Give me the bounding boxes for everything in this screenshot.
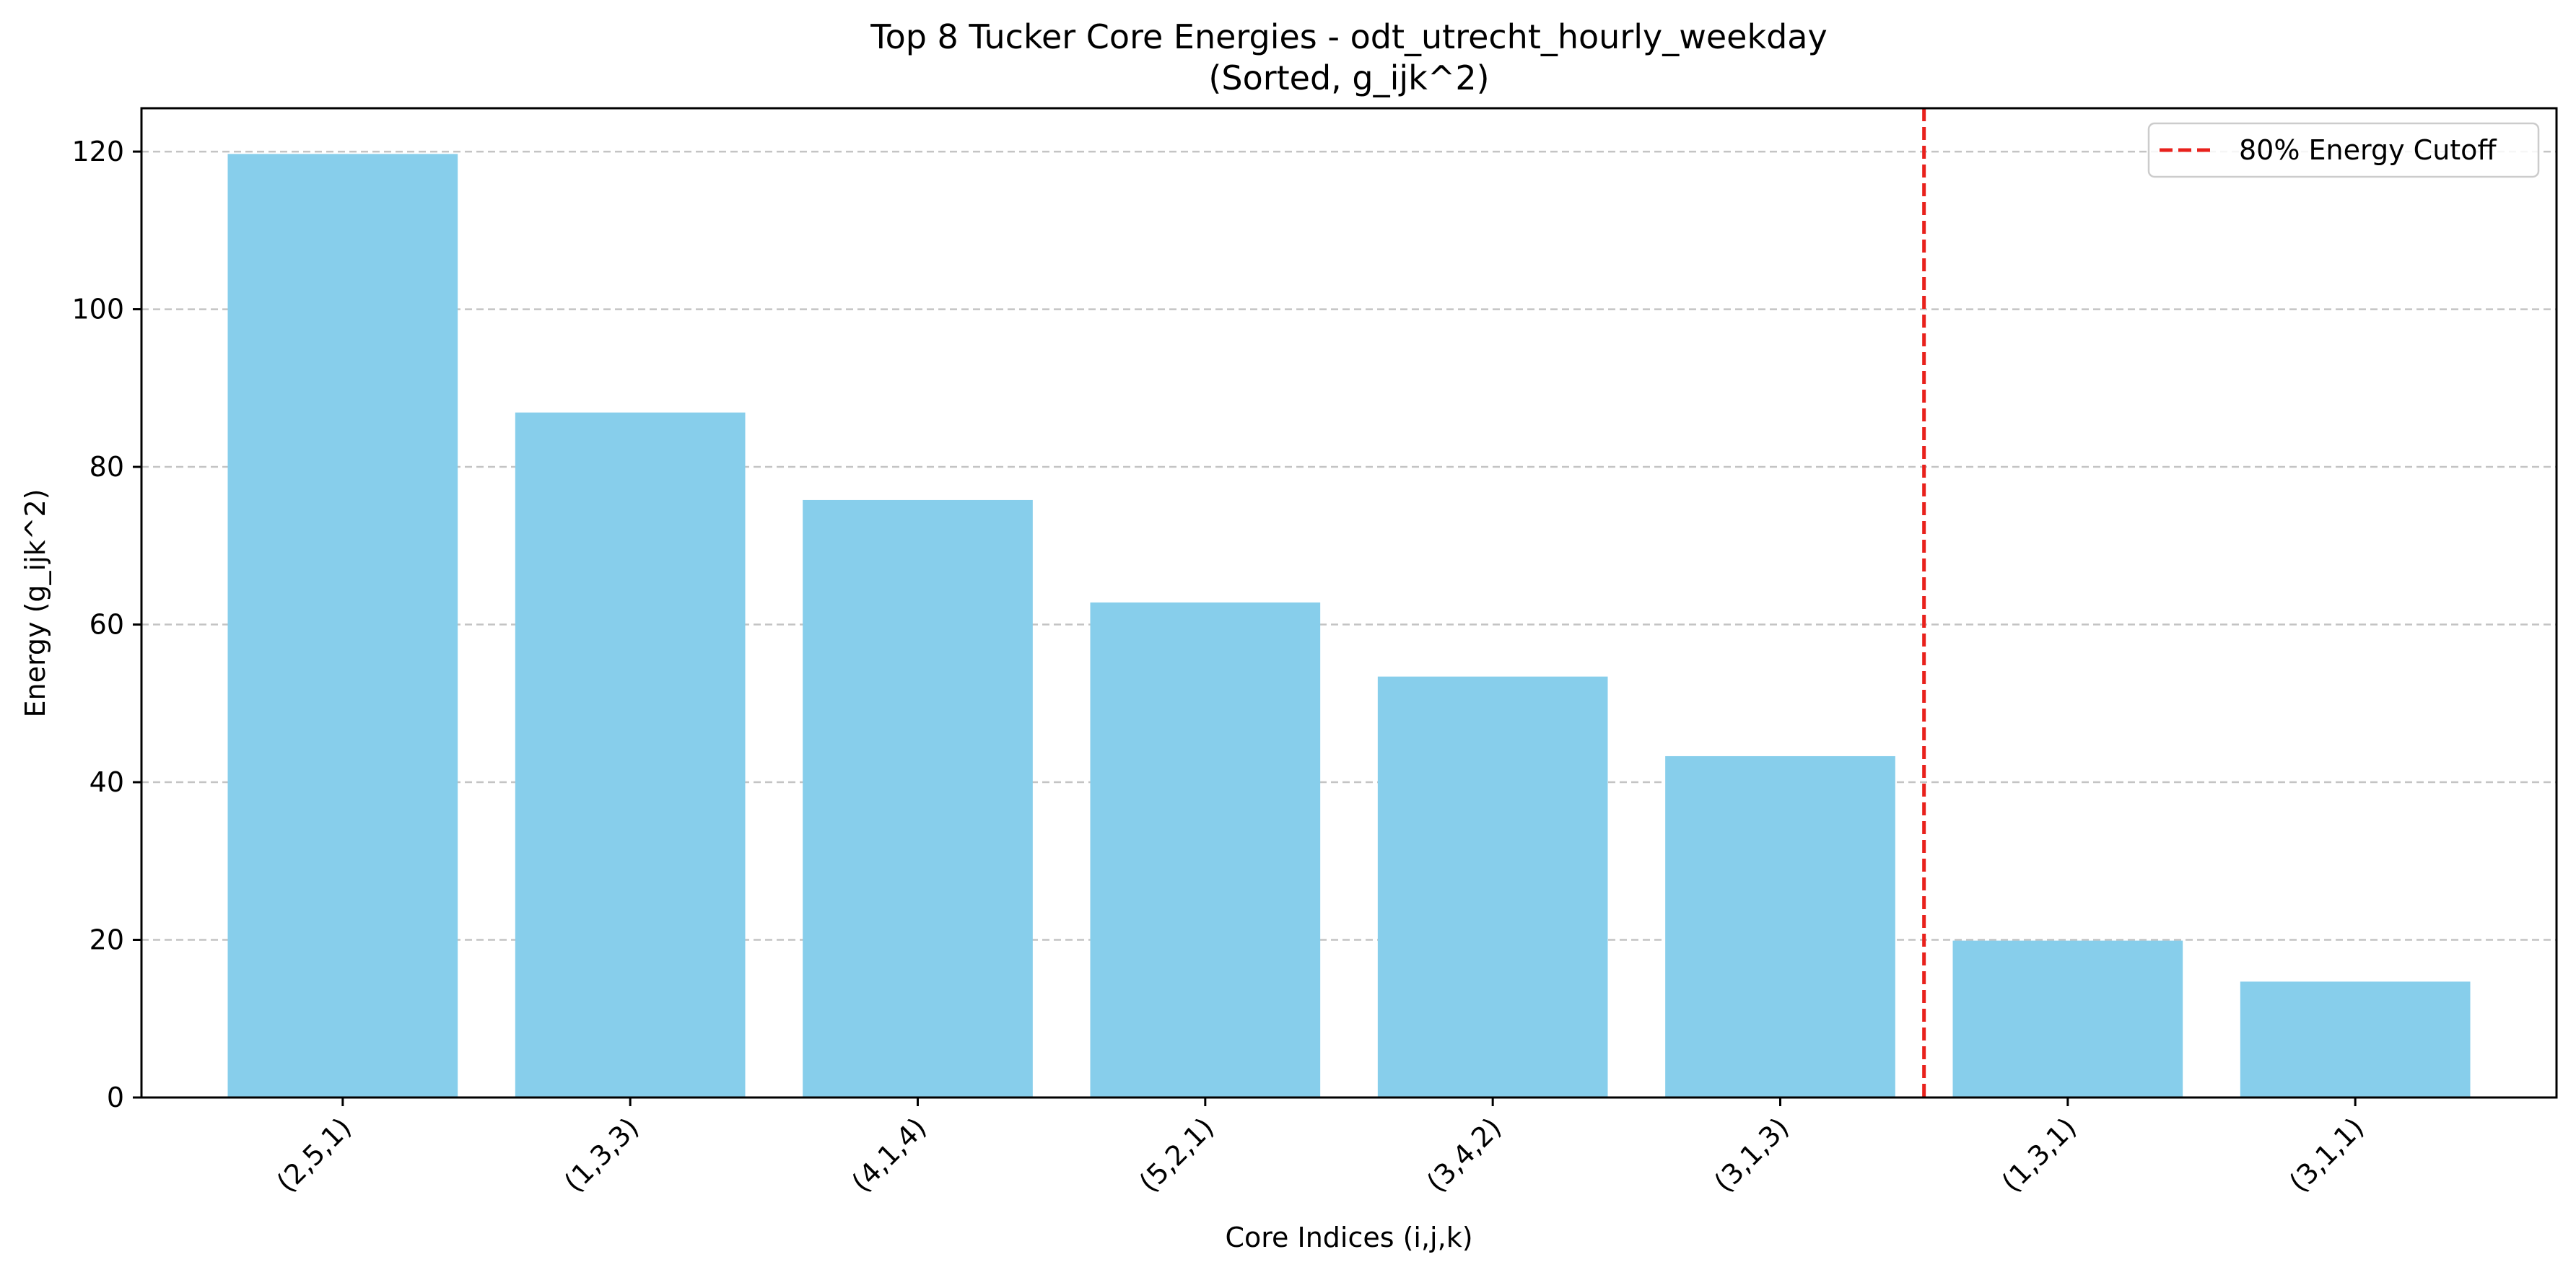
bar	[803, 499, 1033, 1097]
bar	[1665, 755, 1895, 1097]
bar	[227, 154, 458, 1097]
x-axis-label: Core Indices (i,j,k)	[1225, 1222, 1472, 1253]
bar	[1377, 676, 1608, 1097]
y-tick-label: 80	[89, 451, 124, 483]
y-tick-label: 20	[89, 924, 124, 956]
chart-title: Top 8 Tucker Core Energies - odt_utrecht…	[870, 17, 1827, 56]
y-tick-label: 40	[89, 766, 124, 798]
chart-subtitle: (Sorted, g_ijk^2)	[1208, 58, 1489, 97]
bar	[1090, 602, 1321, 1097]
y-tick-label: 120	[71, 136, 124, 167]
legend-label-cutoff: 80% Energy Cutoff	[2239, 134, 2497, 166]
bar	[515, 412, 746, 1097]
y-tick-label: 60	[89, 609, 124, 641]
bar	[1952, 940, 2183, 1097]
bars	[227, 154, 2471, 1097]
legend-box	[2147, 122, 2540, 178]
legend: 80% Energy Cutoff	[2147, 122, 2540, 178]
bar	[2240, 981, 2471, 1097]
plot-frame	[140, 107, 2558, 1099]
y-tick-label: 0	[107, 1082, 124, 1113]
y-axis-ticks: 0 20 40 60 80 100 120	[71, 136, 141, 1113]
y-tick-label: 100	[71, 294, 124, 325]
y-axis-label: Energy (g_ijk^2)	[19, 488, 51, 717]
